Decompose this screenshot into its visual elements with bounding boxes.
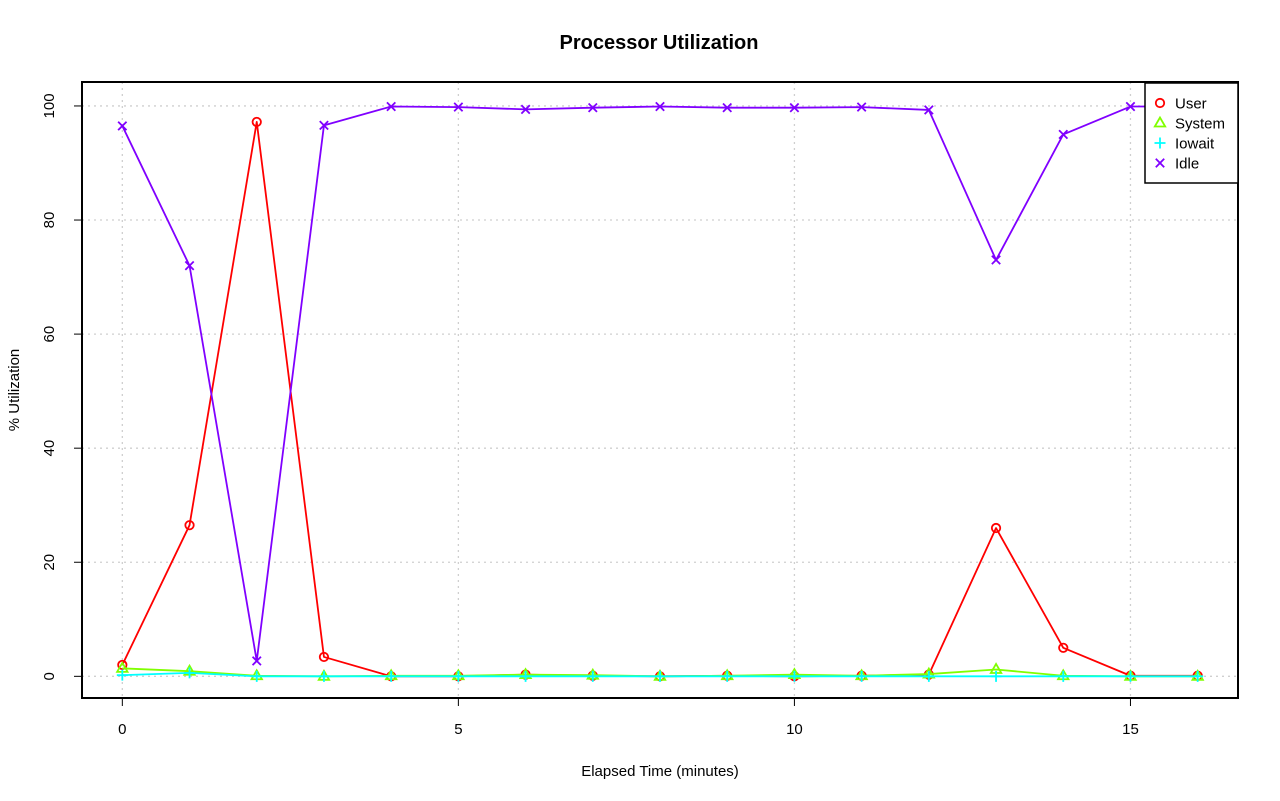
- point-idle-6: [520, 104, 531, 115]
- x-tick-label-0: 0: [118, 721, 126, 738]
- point-idle-7: [587, 102, 598, 113]
- point-idle-14: [1058, 129, 1069, 140]
- point-idle-10: [789, 102, 800, 113]
- legend-label-system: System: [1175, 116, 1225, 133]
- point-user-13: [990, 522, 1002, 534]
- point-idle-15: [1125, 101, 1136, 112]
- y-tick-label-40: 40: [41, 440, 58, 457]
- y-tick-label-80: 80: [41, 212, 58, 229]
- point-iowait-9: [721, 670, 733, 682]
- series-iowait: [116, 667, 1204, 682]
- point-iowait-3: [318, 670, 330, 682]
- legend-label-iowait: Iowait: [1175, 136, 1215, 153]
- point-iowait-0: [116, 669, 128, 681]
- y-tick-label-0: 0: [41, 672, 58, 680]
- legend-label-idle: Idle: [1175, 156, 1199, 173]
- legend-marker-system: [1153, 115, 1167, 128]
- point-iowait-15: [1124, 670, 1136, 682]
- legend-marker-iowait: [1154, 137, 1166, 149]
- point-iowait-6: [520, 670, 532, 682]
- x-tick-label-15: 15: [1122, 721, 1139, 738]
- y-tick-label-60: 60: [41, 326, 58, 343]
- point-idle-5: [453, 102, 464, 112]
- y-tick-label-20: 20: [41, 554, 58, 571]
- y-axis-label: % Utilization: [6, 349, 23, 432]
- point-iowait-2: [251, 670, 263, 682]
- y-tick-label-100: 100: [41, 93, 58, 118]
- point-user-14: [1058, 642, 1069, 653]
- point-iowait-13: [990, 670, 1002, 682]
- legend: User System Iowait Idle: [1144, 82, 1239, 184]
- chart-title: Processor Utilization: [560, 32, 759, 54]
- point-iowait-12: [923, 670, 935, 682]
- point-iowait-4: [385, 670, 397, 682]
- point-iowait-14: [1057, 670, 1069, 682]
- x-tick-label-5: 5: [454, 721, 462, 738]
- point-idle-2: [251, 656, 262, 666]
- point-idle-12: [924, 105, 934, 115]
- legend-label-user: User: [1175, 96, 1207, 113]
- point-idle-9: [722, 102, 733, 113]
- point-iowait-1: [184, 667, 196, 679]
- x-tick-label-10: 10: [786, 721, 803, 738]
- point-idle-11: [856, 102, 867, 112]
- point-iowait-11: [856, 670, 868, 682]
- point-user-1: [184, 520, 195, 531]
- point-idle-4: [386, 101, 396, 112]
- point-iowait-7: [587, 670, 599, 682]
- legend-marker-idle: [1155, 158, 1165, 168]
- point-iowait-8: [654, 670, 666, 682]
- series-idle: [117, 101, 1203, 666]
- x-axis-label: Elapsed Time (minutes): [581, 763, 739, 780]
- point-idle-1: [184, 260, 195, 271]
- point-iowait-5: [452, 670, 464, 682]
- point-user-2: [251, 116, 262, 128]
- point-iowait-10: [788, 670, 800, 682]
- point-idle-0: [117, 121, 128, 131]
- point-idle-13: [991, 255, 1001, 265]
- point-idle-8: [655, 101, 665, 112]
- point-idle-3: [319, 120, 329, 131]
- series-layer: [115, 101, 1205, 682]
- legend-marker-user: [1154, 97, 1166, 109]
- axes: 0 5 10 15 0 20 40 60 80 100: [41, 93, 1139, 738]
- point-iowait-16: [1192, 670, 1204, 682]
- point-user-3: [318, 651, 330, 663]
